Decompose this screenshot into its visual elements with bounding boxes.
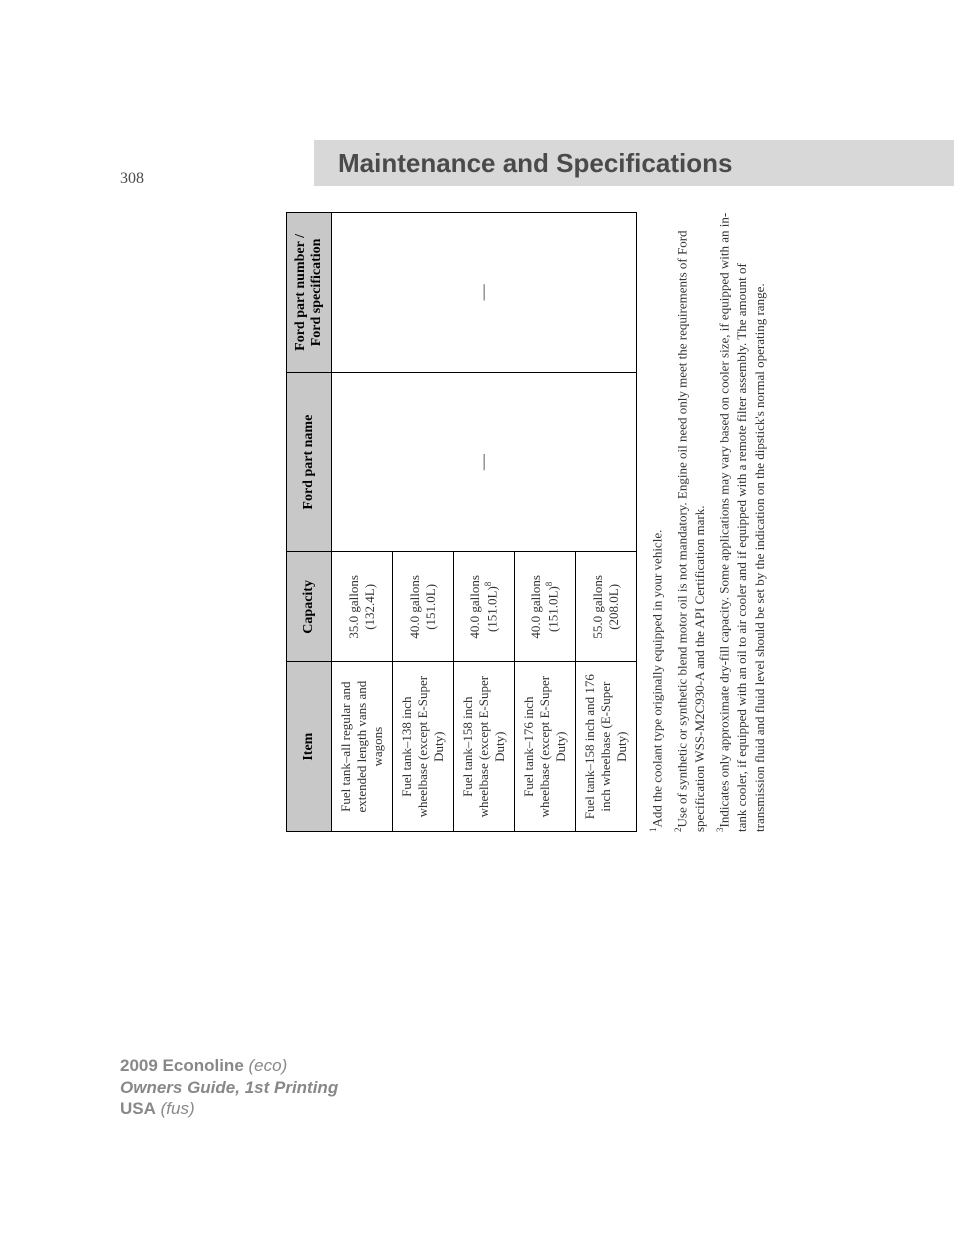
cell-capacity: 55.0 gallons (208.0L) bbox=[576, 552, 637, 662]
cell-item: Fuel tank–176 inch wheelbase (except E-S… bbox=[515, 662, 576, 832]
cell-item: Fuel tank–158 inch wheelbase (except E-S… bbox=[454, 662, 515, 832]
cell-spec: — bbox=[332, 213, 637, 373]
footnote-2: 2Use of synthetic or synthetic blend mot… bbox=[672, 212, 708, 832]
cell-item: Fuel tank–all regular and extended lengt… bbox=[332, 662, 393, 832]
footer-line-3: USA (fus) bbox=[120, 1098, 338, 1119]
footer-code: (eco) bbox=[249, 1056, 288, 1075]
footnote-sup: 2 bbox=[673, 828, 683, 833]
cell-capacity: 35.0 gallons (132.4L) bbox=[332, 552, 393, 662]
cap-sup: 8 bbox=[483, 582, 493, 587]
cell-capacity: 40.0 gallons (151.0L)8 bbox=[515, 552, 576, 662]
cap-sup: 8 bbox=[544, 582, 554, 587]
dash-icon: — bbox=[475, 454, 492, 470]
footnote-sup: 3 bbox=[715, 828, 725, 833]
footer-info: 2009 Econoline (eco) Owners Guide, 1st P… bbox=[120, 1055, 338, 1119]
col-capacity: Capacity bbox=[287, 552, 332, 662]
footer-country: USA bbox=[120, 1099, 156, 1118]
cell-item: Fuel tank–158 inch and 176 inch wheelbas… bbox=[576, 662, 637, 832]
footnote-3: 3Indicates only approximate dry-fill cap… bbox=[714, 212, 768, 832]
footnote-text: Indicates only approximate dry-fill capa… bbox=[717, 213, 767, 832]
footer-model: 2009 Econoline bbox=[120, 1056, 244, 1075]
dash-icon: — bbox=[475, 284, 492, 300]
rotated-content: Item Capacity Ford part name Ford part n… bbox=[286, 212, 954, 832]
footer-line-1: 2009 Econoline (eco) bbox=[120, 1055, 338, 1076]
cap-sub: (151.0L) bbox=[546, 586, 561, 632]
spec-table: Item Capacity Ford part name Ford part n… bbox=[286, 212, 637, 832]
cell-capacity: 40.0 gallons (151.0L)8 bbox=[454, 552, 515, 662]
footnote-text: Add the coolant type originally equipped… bbox=[649, 530, 664, 828]
section-header-title: Maintenance and Specifications bbox=[338, 148, 732, 179]
col-item: Item bbox=[287, 662, 332, 832]
table-header-row: Item Capacity Ford part name Ford part n… bbox=[287, 213, 332, 832]
cap-sub: (151.0L) bbox=[485, 586, 500, 632]
cell-capacity: 40.0 gallons (151.0L) bbox=[393, 552, 454, 662]
col-spec: Ford part number / Ford specification bbox=[287, 213, 332, 373]
table-row: Fuel tank–all regular and extended lengt… bbox=[332, 213, 393, 832]
cell-item: Fuel tank–138 inch wheelbase (except E-S… bbox=[393, 662, 454, 832]
col-partname: Ford part name bbox=[287, 372, 332, 552]
footnotes: 1Add the coolant type originally equippe… bbox=[647, 212, 768, 832]
cap-main: 40.0 gallons bbox=[467, 575, 482, 639]
footnote-text: Use of synthetic or synthetic blend moto… bbox=[674, 230, 707, 832]
cap-main: 40.0 gallons bbox=[528, 575, 543, 639]
cell-partname: — bbox=[332, 372, 637, 552]
footer-line-2: Owners Guide, 1st Printing bbox=[120, 1077, 338, 1098]
footnote-sup: 1 bbox=[648, 828, 658, 833]
footnote-1: 1Add the coolant type originally equippe… bbox=[647, 212, 666, 832]
page-number: 308 bbox=[120, 170, 144, 188]
section-header-bar: Maintenance and Specifications bbox=[314, 140, 954, 186]
footer-code: (fus) bbox=[161, 1099, 195, 1118]
